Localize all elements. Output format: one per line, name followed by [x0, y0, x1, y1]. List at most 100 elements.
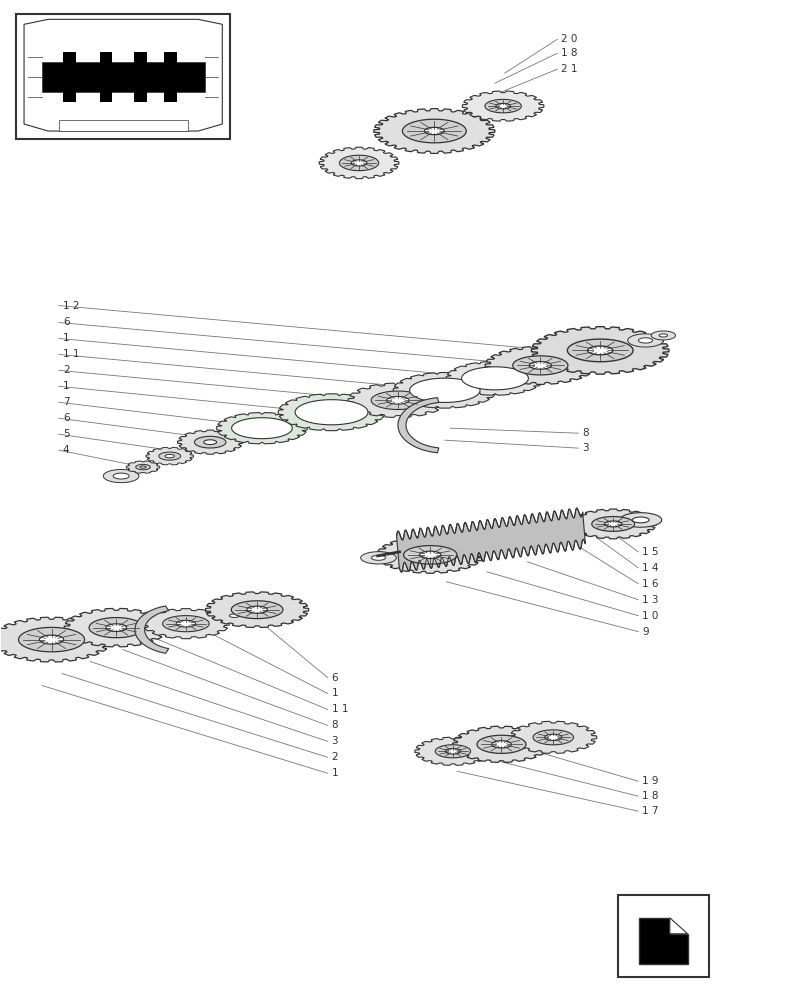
Polygon shape	[619, 513, 661, 527]
Polygon shape	[64, 608, 168, 647]
Polygon shape	[162, 616, 209, 632]
Polygon shape	[164, 52, 177, 102]
Polygon shape	[165, 454, 174, 458]
Polygon shape	[509, 721, 596, 753]
Polygon shape	[397, 398, 438, 453]
Text: 1 4: 1 4	[642, 563, 658, 573]
Polygon shape	[247, 606, 267, 613]
Polygon shape	[638, 918, 687, 964]
Bar	[617, 895, 708, 977]
Text: 1 5: 1 5	[642, 547, 658, 557]
Text: 1 2: 1 2	[62, 301, 79, 311]
Polygon shape	[484, 346, 594, 384]
Polygon shape	[452, 726, 550, 762]
Polygon shape	[159, 452, 180, 460]
Polygon shape	[176, 620, 195, 627]
Polygon shape	[41, 62, 204, 92]
Polygon shape	[533, 730, 573, 745]
Polygon shape	[135, 464, 150, 470]
Polygon shape	[396, 508, 585, 572]
Polygon shape	[194, 436, 225, 448]
Polygon shape	[627, 334, 663, 347]
Polygon shape	[529, 362, 551, 369]
Polygon shape	[140, 466, 146, 468]
Text: 1 3: 1 3	[642, 595, 658, 605]
Text: 1 7: 1 7	[642, 806, 658, 816]
Text: 6: 6	[331, 673, 337, 683]
Polygon shape	[491, 741, 511, 748]
Text: 1 1: 1 1	[331, 704, 348, 714]
Text: 1 6: 1 6	[642, 579, 658, 589]
Text: 6: 6	[62, 413, 70, 423]
Polygon shape	[402, 119, 466, 143]
Polygon shape	[217, 413, 307, 444]
Polygon shape	[650, 331, 675, 340]
Polygon shape	[567, 339, 633, 362]
Polygon shape	[58, 120, 187, 131]
Text: 2: 2	[331, 752, 337, 762]
Polygon shape	[476, 735, 526, 753]
Polygon shape	[461, 91, 543, 121]
Text: 7: 7	[62, 397, 70, 407]
Polygon shape	[445, 749, 460, 754]
Polygon shape	[445, 361, 543, 395]
Polygon shape	[135, 606, 169, 653]
Polygon shape	[669, 918, 687, 934]
Text: 8: 8	[331, 720, 337, 730]
Polygon shape	[348, 383, 447, 417]
Text: 5: 5	[62, 429, 70, 439]
Polygon shape	[0, 617, 112, 662]
Polygon shape	[106, 624, 127, 631]
Text: 3: 3	[331, 736, 337, 746]
Text: 1 8: 1 8	[642, 791, 658, 801]
Polygon shape	[637, 338, 652, 343]
Polygon shape	[100, 52, 113, 102]
Text: 2 1: 2 1	[560, 64, 577, 74]
Polygon shape	[403, 546, 457, 564]
Polygon shape	[419, 551, 440, 559]
Polygon shape	[512, 356, 567, 375]
Text: 9: 9	[642, 627, 648, 637]
Polygon shape	[409, 378, 479, 402]
Polygon shape	[126, 461, 160, 473]
Polygon shape	[424, 127, 444, 135]
Polygon shape	[351, 160, 367, 166]
Polygon shape	[587, 346, 612, 355]
Text: 1: 1	[331, 768, 337, 778]
Text: 1: 1	[62, 333, 70, 343]
Text: 2: 2	[62, 365, 70, 375]
Polygon shape	[393, 372, 496, 408]
Polygon shape	[231, 418, 292, 439]
Polygon shape	[205, 592, 308, 627]
Text: 1 1: 1 1	[62, 349, 79, 359]
Polygon shape	[591, 517, 633, 531]
Polygon shape	[142, 609, 230, 639]
Polygon shape	[569, 509, 655, 539]
Polygon shape	[360, 552, 396, 564]
Text: 1 9: 1 9	[642, 776, 658, 786]
Polygon shape	[231, 601, 282, 619]
Polygon shape	[496, 103, 510, 109]
Polygon shape	[461, 367, 528, 390]
Polygon shape	[659, 334, 667, 337]
Text: 6: 6	[62, 317, 70, 327]
Polygon shape	[604, 521, 621, 527]
Polygon shape	[386, 396, 409, 404]
Text: 2 0: 2 0	[560, 34, 577, 44]
Polygon shape	[103, 469, 139, 483]
Text: 1 0: 1 0	[642, 611, 658, 621]
Polygon shape	[435, 745, 470, 758]
Polygon shape	[178, 430, 242, 454]
Polygon shape	[484, 99, 521, 113]
Polygon shape	[204, 440, 217, 445]
Polygon shape	[278, 394, 384, 431]
Text: 3: 3	[581, 443, 588, 453]
Text: 1 8: 1 8	[560, 48, 577, 58]
Polygon shape	[319, 147, 398, 179]
Polygon shape	[89, 618, 144, 638]
Polygon shape	[373, 109, 494, 153]
Text: 4: 4	[62, 445, 70, 455]
Polygon shape	[376, 536, 483, 573]
Polygon shape	[371, 555, 385, 560]
Polygon shape	[24, 19, 222, 131]
